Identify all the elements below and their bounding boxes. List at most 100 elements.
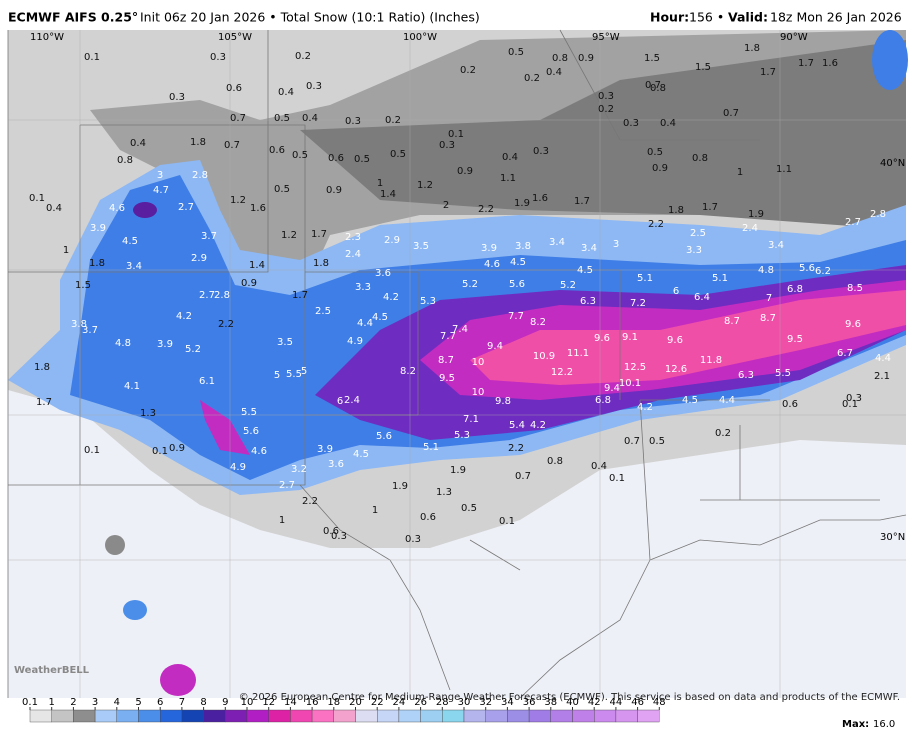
snow-amount: 3.4 [549, 237, 565, 248]
snow-amount: 0.5 [649, 436, 665, 447]
snow-amount: 0.8 [650, 83, 666, 94]
legend-label: 24 [393, 697, 406, 708]
snow-amount: 4.8 [758, 265, 774, 276]
snow-amount: 2.1 [874, 371, 890, 382]
snow-amount: 8.7 [760, 313, 776, 324]
snow-amount: 2.7 [199, 290, 215, 301]
snow-amount: 5.6 [376, 431, 392, 442]
snow-amount: 2.2 [302, 496, 318, 507]
snow-amount: 7 [766, 293, 772, 304]
legend-label: 5 [135, 697, 141, 708]
snow-amount: 6.1 [199, 376, 215, 387]
snow-amount: 0.4 [130, 138, 146, 149]
snow-amount: 11.1 [567, 348, 589, 359]
snow-amount: 0.5 [508, 47, 524, 58]
legend-swatch [398, 709, 421, 723]
snow-amount: 4.6 [484, 259, 500, 270]
snow-amount: 0.5 [274, 113, 290, 124]
snow-amount: 9.5 [787, 334, 803, 345]
snow-amount: 1 [372, 505, 378, 516]
snow-amount: 6.8 [595, 395, 611, 406]
snow-amount: 3.9 [317, 444, 333, 455]
snow-amount: 8.7 [438, 355, 454, 366]
snow-amount: 1.1 [500, 173, 516, 184]
snow-amount: 2.7 [279, 480, 295, 491]
legend-swatch [94, 709, 117, 723]
snow-amount: 1.5 [695, 62, 711, 73]
snow-amount: 0.4 [46, 203, 62, 214]
valid-value: 18z Mon 26 Jan 2026 [770, 10, 902, 25]
snow-amount: 1.9 [392, 481, 408, 492]
legend-label: 18 [327, 697, 340, 708]
snow-amount: 0.1 [84, 52, 100, 63]
snow-amount: 5.5 [775, 368, 791, 379]
snow-amount: 1.8 [89, 258, 105, 269]
snow-amount: 2.7 [178, 202, 194, 213]
coord-label: 90°W [780, 32, 808, 43]
snow-amount: 6.3 [738, 370, 754, 381]
snow-amount: 6.7 [837, 348, 853, 359]
legend-label: 28 [436, 697, 449, 708]
snow-amount: 1 [279, 515, 285, 526]
snow-amount: 1.2 [417, 180, 433, 191]
snow-amount: 2.3 [345, 232, 361, 243]
snow-amount: 1.4 [249, 260, 265, 271]
snow-amount: 1 [63, 245, 69, 256]
snow-amount: 1 [377, 178, 383, 189]
coord-label: 30°N [880, 532, 905, 543]
snow-amount: 0.2 [385, 115, 401, 126]
snow-amount: 4.8 [115, 338, 131, 349]
coord-label: 40°N [880, 158, 905, 169]
snow-amount: 3 [613, 239, 619, 250]
snow-amount: 1.8 [313, 258, 329, 269]
snow-amount: 0.3 [331, 531, 347, 542]
snow-amount: 4.4 [719, 395, 735, 406]
snow-amount: 5.2 [462, 279, 478, 290]
snow-dark [300, 40, 906, 230]
snow-amount: 3.9 [157, 339, 173, 350]
title: Init 06z 20 Jan 2026 • Total Snow (10:1 … [140, 10, 480, 25]
snow-amount: 3.5 [413, 241, 429, 252]
snow-amount: 4.5 [682, 395, 698, 406]
snow-amount: 1.9 [450, 465, 466, 476]
snow-core [133, 202, 157, 218]
snow-amount: 6.8 [787, 284, 803, 295]
legend-label: 0.1 [22, 697, 38, 708]
logo: WeatherBELL [14, 665, 90, 676]
snow-amount: 6 [673, 286, 679, 297]
snow-amount: 1.6 [250, 203, 266, 214]
coord-label: 95°W [592, 32, 620, 43]
snow-amount: 11.8 [700, 355, 722, 366]
snow-amount: 1.1 [776, 164, 792, 175]
snow-amount: 3.6 [375, 268, 391, 279]
snow-amount: 2.9 [191, 253, 207, 264]
snow-amount: 0.9 [578, 53, 594, 64]
legend-swatch [290, 709, 313, 723]
snow-amount: 2.2 [508, 443, 524, 454]
legend-label: 3 [92, 697, 98, 708]
snow-amount: 3.9 [90, 223, 106, 234]
legend-swatch [550, 709, 573, 723]
snow-amount: 1 [737, 167, 743, 178]
snow-amount: 0.1 [152, 446, 168, 457]
legend-swatch [637, 709, 660, 723]
snow-amount: 12.5 [624, 362, 646, 373]
snow-amount: 7.7 [440, 331, 456, 342]
legend-swatch [116, 709, 139, 723]
snow-amount: 0.7 [230, 113, 246, 124]
snow-amount: 5.3 [420, 296, 436, 307]
snow-amount: 2.9 [384, 235, 400, 246]
snow-amount: 5 [274, 370, 280, 381]
snow-amount: 9.6 [667, 335, 683, 346]
snow-amount: 0.1 [29, 193, 45, 204]
snow-amount: 4.5 [372, 312, 388, 323]
snow-amount: 1.7 [574, 196, 590, 207]
snow-amount: 2.8 [192, 170, 208, 181]
legend-swatch [225, 709, 248, 723]
snow-amount: 1.5 [644, 53, 660, 64]
snow-amount: 2.4 [344, 395, 360, 406]
snow-amount: 10.9 [533, 351, 555, 362]
snow-amount: 1.2 [230, 195, 246, 206]
snow-amount: 6.2 [815, 266, 831, 277]
snow-amount: 1.3 [436, 487, 452, 498]
